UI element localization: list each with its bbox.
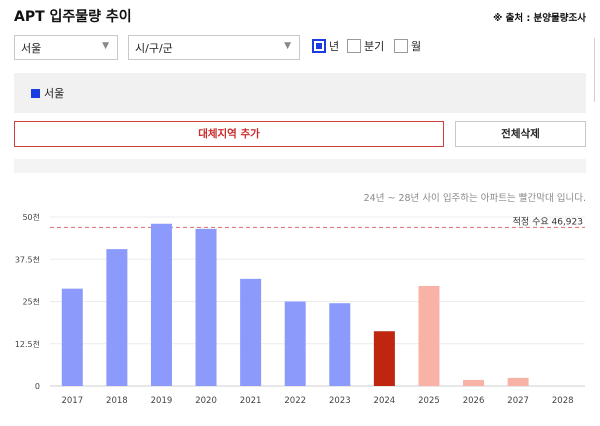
y-tick-label: 25천: [22, 297, 40, 307]
x-tick-label: 2021: [240, 396, 262, 406]
bar-2020: [195, 228, 217, 386]
x-tick-label: 2024: [374, 396, 396, 406]
x-tick-label: 2023: [329, 396, 351, 406]
bar-2017: [61, 288, 83, 386]
bar-2025: [418, 285, 440, 386]
x-tick-label: 2026: [463, 396, 485, 406]
y-tick-label: 50천: [22, 212, 40, 222]
bar-2018: [106, 249, 128, 386]
legend-square-icon: [31, 89, 40, 98]
page-title: APT 입주물량 추이: [14, 9, 132, 25]
bar-2024: [373, 331, 395, 386]
period-option-year[interactable]: 년: [312, 38, 339, 54]
y-tick-label: 0: [35, 382, 40, 391]
checkbox-icon[interactable]: [394, 39, 408, 53]
city-select-value: 서울: [21, 42, 42, 55]
y-tick-label: 12.5천: [15, 339, 40, 349]
x-tick-label: 2020: [195, 396, 217, 406]
selected-region-label[interactable]: 서울: [44, 87, 65, 100]
source-note: ※ 출처 : 분양물량조사: [493, 13, 586, 24]
x-tick-label: 2025: [418, 396, 440, 406]
x-tick-label: 2018: [106, 396, 128, 406]
x-tick-label: 2028: [552, 396, 574, 406]
selected-region-panel: 서울: [14, 73, 586, 113]
x-tick-label: 2019: [151, 396, 173, 406]
bar-2021: [240, 278, 262, 386]
period-option-label: 년: [329, 40, 340, 53]
period-option-label: 월: [411, 40, 422, 53]
bar-2026: [463, 379, 485, 386]
district-select-value: 시/구/군: [135, 42, 173, 55]
bar-2023: [329, 303, 351, 386]
x-tick-label: 2027: [507, 396, 529, 406]
checkbox-icon[interactable]: [347, 39, 361, 53]
district-select[interactable]: 시/구/군 ▼: [128, 35, 300, 60]
period-option-quarter[interactable]: 분기: [347, 38, 384, 54]
bar-2022: [284, 301, 306, 386]
clear-all-button[interactable]: 전체삭제: [455, 121, 586, 147]
chevron-down-icon: ▼: [102, 41, 109, 51]
bar-2019: [150, 223, 172, 386]
x-tick-label: 2017: [61, 396, 83, 406]
scrollbar-edge: [594, 38, 595, 102]
section-divider: [14, 159, 586, 173]
x-tick-label: 2022: [284, 396, 306, 406]
checkbox-checked-icon[interactable]: [312, 39, 326, 53]
city-select[interactable]: 서울 ▼: [14, 35, 118, 60]
add-region-button[interactable]: 대체지역 추가: [14, 121, 444, 147]
y-tick-label: 37.5천: [15, 254, 40, 264]
bar-2027: [507, 377, 529, 386]
reference-line-label: 적정 수요 46,923: [513, 215, 583, 227]
apt-supply-bar-chart: 0 12.5천 25천 37.5천 50천 적정 수요 46,923 2017 2018 201…: [15, 212, 585, 406]
chart-note: 24년 ~ 28년 사이 입주하는 아파트는 빨간막대 입니다.: [363, 193, 586, 204]
period-option-label: 분기: [364, 40, 385, 53]
chevron-down-icon: ▼: [284, 41, 291, 51]
period-option-month[interactable]: 월: [394, 38, 421, 54]
